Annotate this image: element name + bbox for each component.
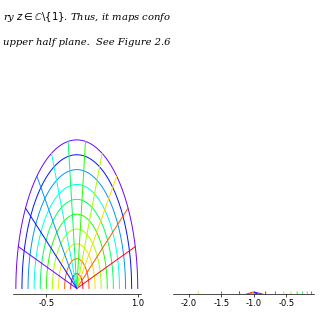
Text: ry $z \in \mathbb{C}\backslash\{1\}$. Thus, it maps confo: ry $z \in \mathbb{C}\backslash\{1\}$. Th… [3, 10, 172, 24]
Text: upper half plane.  See Figure 2.6: upper half plane. See Figure 2.6 [3, 38, 171, 47]
